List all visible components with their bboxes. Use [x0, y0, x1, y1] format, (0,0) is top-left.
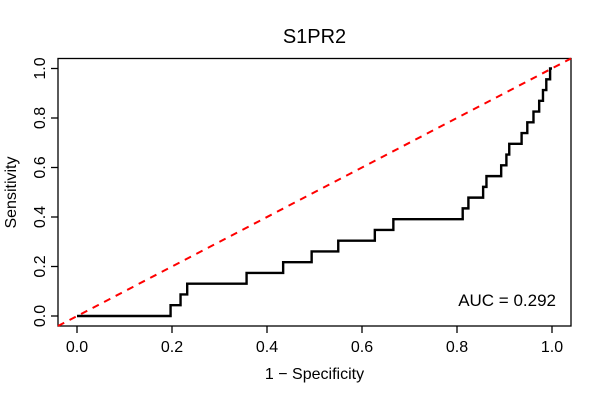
y-axis-label: Sensitivity [3, 156, 20, 228]
x-tick-label: 0.6 [351, 339, 373, 356]
x-axis-label: 1 − Specificity [265, 366, 364, 383]
x-tick-label: 1.0 [541, 339, 563, 356]
y-tick-label: 0.2 [32, 255, 49, 277]
x-tick-label: 0.2 [161, 339, 183, 356]
auc-annotation: AUC = 0.292 [458, 291, 556, 310]
roc-step-curve [77, 67, 552, 318]
plot-frame [57, 57, 572, 327]
x-tick-label: 0.4 [256, 339, 278, 356]
y-tick-label: 0.0 [32, 305, 49, 327]
y-tick-label: 0.6 [32, 156, 49, 178]
plot-generated-layer: 0.0 0.2 0.4 0.6 0.8 1.0 0.0 0.2 0.4 0.6 0.8 1.0 [32, 57, 572, 356]
x-tick-label: 0.8 [446, 339, 468, 356]
x-tick-label: 0.0 [66, 339, 88, 356]
y-tick-label: 0.8 [32, 107, 49, 129]
chance-diagonal-line [57, 57, 572, 327]
y-tick-label: 1.0 [32, 57, 49, 79]
chart-title: S1PR2 [283, 26, 346, 48]
y-tick-label: 0.4 [32, 206, 49, 228]
